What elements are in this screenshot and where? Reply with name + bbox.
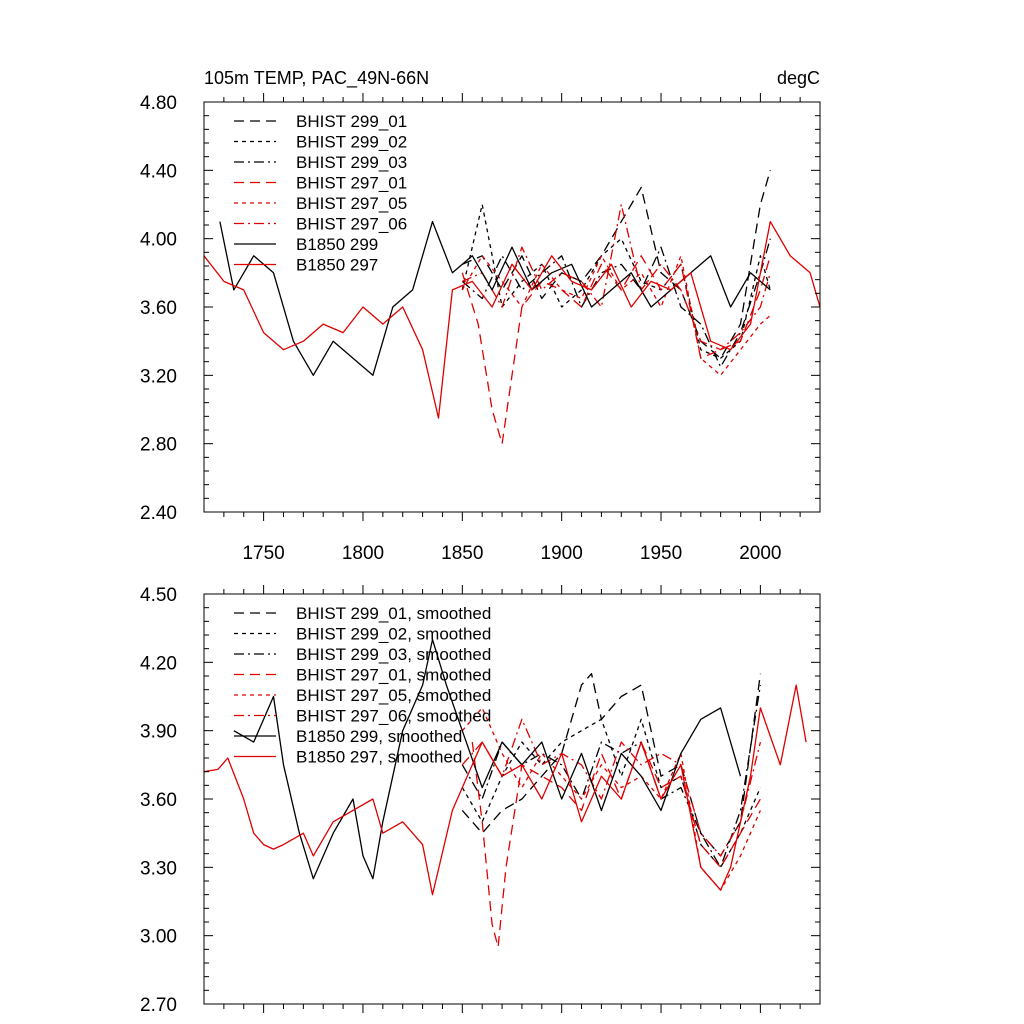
- top-series-line-5: [461, 255, 771, 376]
- top-legend-label: B1850 299: [296, 235, 378, 254]
- top-chart-units: degC: [777, 68, 820, 88]
- bottom-legend-label: BHIST 299_02, smoothed: [296, 625, 491, 644]
- bottom-series-line-4: [471, 741, 761, 948]
- top-legend-label: BHIST 297_05: [296, 194, 407, 213]
- bottom-legend-label: BHIST 299_01, smoothed: [296, 604, 491, 623]
- bottom-y-tick-label: 3.90: [140, 722, 177, 743]
- top-y-tick-label: 2.80: [140, 435, 177, 456]
- bottom-legend-label: B1850 297, smoothed: [296, 748, 462, 767]
- top-y-tick-label: 4.00: [140, 230, 177, 251]
- top-series-line-8: [203, 220, 821, 419]
- bottom-y-tick-label: 3.00: [140, 927, 177, 948]
- bottom-y-tick-label: 2.70: [140, 995, 177, 1016]
- top-legend-label: B1850 297: [296, 256, 378, 275]
- bottom-series-line-8: [203, 684, 807, 896]
- top-y-tick-label: 2.40: [140, 503, 177, 524]
- top-panel-timeseries: 2.40 2.80 3.20 3.60 4.00 4.40 4.80 1750 1800 1850…: [140, 93, 821, 564]
- top-x-axis: 1750 1800 1850 1900 1950 2000: [223, 93, 801, 564]
- top-series-line-3: [461, 238, 771, 368]
- top-legend-label: BHIST 299_03: [296, 153, 407, 172]
- top-series-line-4: [461, 255, 771, 445]
- bottom-legend: BHIST 299_01, smoothed BHIST 299_02, smoo…: [234, 604, 491, 767]
- top-legend-label: BHIST 299_01: [296, 112, 407, 131]
- bottom-series-line-7: [233, 638, 742, 880]
- bottom-legend-label: BHIST 299_03, smoothed: [296, 645, 491, 664]
- top-y-tick-label: 4.40: [140, 161, 177, 182]
- top-legend-label: BHIST 299_02: [296, 133, 407, 152]
- bottom-legend-label: BHIST 297_06, smoothed: [296, 707, 491, 726]
- top-chart-title: 105m TEMP, PAC_49N-66N: [204, 68, 429, 89]
- top-x-tick-label: 1800: [342, 543, 384, 564]
- top-x-tick-label: 2000: [739, 543, 781, 564]
- bottom-y-tick-label: 3.60: [140, 790, 177, 811]
- top-series-line-6: [462, 203, 771, 351]
- top-x-tick-label: 1900: [541, 543, 583, 564]
- top-series-line-1: [462, 170, 771, 359]
- top-series-lines: [203, 170, 821, 445]
- bottom-series-line-1: [461, 673, 762, 857]
- bottom-series-lines: [203, 638, 807, 948]
- bottom-legend-label: BHIST 297_05, smoothed: [296, 686, 491, 705]
- bottom-y-tick-label: 4.50: [140, 585, 177, 606]
- top-x-tick-label: 1950: [640, 543, 682, 564]
- bottom-y-tick-label: 3.30: [140, 858, 177, 879]
- top-legend-label: BHIST 297_01: [296, 174, 407, 193]
- bottom-x-axis: [223, 585, 801, 1013]
- top-legend-label: BHIST 297_06: [296, 215, 407, 234]
- bottom-legend-label: BHIST 297_01, smoothed: [296, 666, 491, 685]
- bottom-legend-label: B1850 299, smoothed: [296, 727, 462, 746]
- top-series-line-2: [461, 203, 771, 359]
- top-y-axis: 2.40 2.80 3.20 3.60 4.00 4.40 4.80: [140, 93, 820, 524]
- bottom-y-axis: 2.70 3.00 3.30 3.60 3.90 4.20 4.50: [140, 585, 820, 1016]
- top-y-tick-label: 3.60: [140, 298, 177, 319]
- top-y-tick-label: 4.80: [140, 93, 177, 114]
- bottom-panel-smoothed: 2.70 3.00 3.30 3.60 3.90 4.20 4.50 BHIST 299_01…: [140, 585, 821, 1016]
- top-y-tick-label: 3.20: [140, 366, 177, 387]
- top-x-tick-label: 1750: [242, 543, 284, 564]
- bottom-y-tick-label: 4.20: [140, 653, 177, 674]
- bottom-series-line-6: [461, 718, 762, 857]
- bottom-series-line-2: [461, 718, 761, 868]
- top-x-tick-label: 1850: [441, 543, 483, 564]
